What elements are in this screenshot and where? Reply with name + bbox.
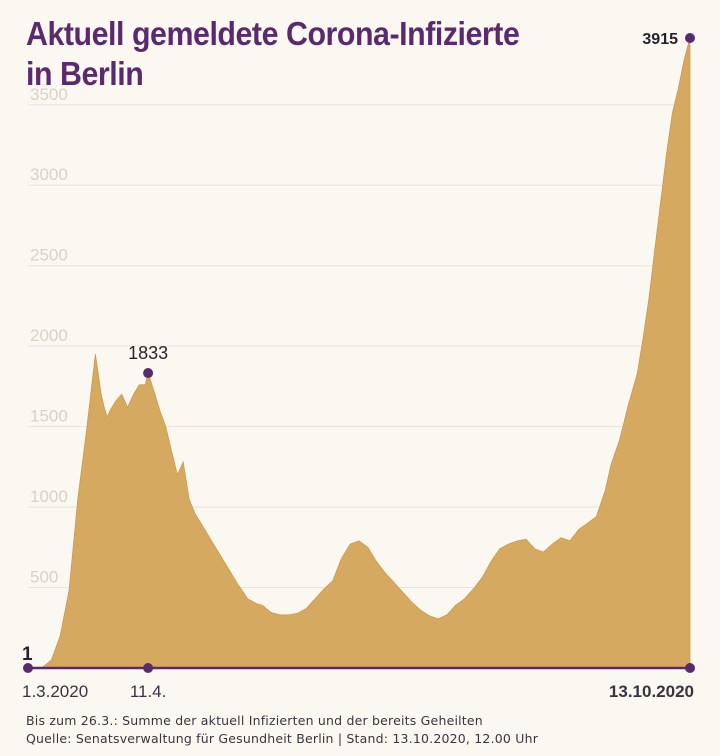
y-tick-label-1000: 1000 bbox=[30, 487, 68, 506]
annotation-label-end: 3915 bbox=[642, 31, 678, 48]
y-tick-label-2500: 2500 bbox=[30, 246, 68, 265]
x-tick-label-2: 13.10.2020 bbox=[609, 682, 694, 701]
y-tick-label-2000: 2000 bbox=[30, 326, 68, 345]
x-tick-label-0: 1.3.2020 bbox=[22, 682, 88, 701]
annotation-label-start: 1 bbox=[22, 644, 33, 665]
y-tick-label-3500: 3500 bbox=[30, 85, 68, 104]
chart-title-line-2: in Berlin bbox=[26, 55, 144, 92]
footnote-source: Quelle: Senatsverwaltung für Gesundheit … bbox=[26, 731, 539, 746]
y-tick-label-1500: 1500 bbox=[30, 407, 68, 426]
chart-footnote: Bis zum 26.3.: Summe der aktuell Infizie… bbox=[26, 712, 538, 748]
footnote-note: Bis zum 26.3.: Summe der aktuell Infizie… bbox=[26, 713, 483, 728]
annotation-dot-peak-april bbox=[143, 368, 154, 379]
annotation-dot-end bbox=[685, 33, 695, 43]
annotation-label-peak-april: 1833 bbox=[128, 343, 168, 363]
chart-title: Aktuell gemeldete Corona-Infizierte in B… bbox=[26, 14, 560, 94]
x-tick-label-1: 11.4. bbox=[130, 682, 167, 701]
y-tick-label-500: 500 bbox=[30, 568, 58, 587]
y-tick-label-3000: 3000 bbox=[30, 165, 68, 184]
x-tick-dot-1 bbox=[143, 663, 154, 673]
x-tick-dot-0 bbox=[23, 663, 33, 673]
x-tick-dot-2 bbox=[685, 663, 695, 673]
series-area-aktuell-infizierte bbox=[27, 37, 691, 669]
chart-title-line-1: Aktuell gemeldete Corona-Infizierte bbox=[26, 15, 520, 52]
